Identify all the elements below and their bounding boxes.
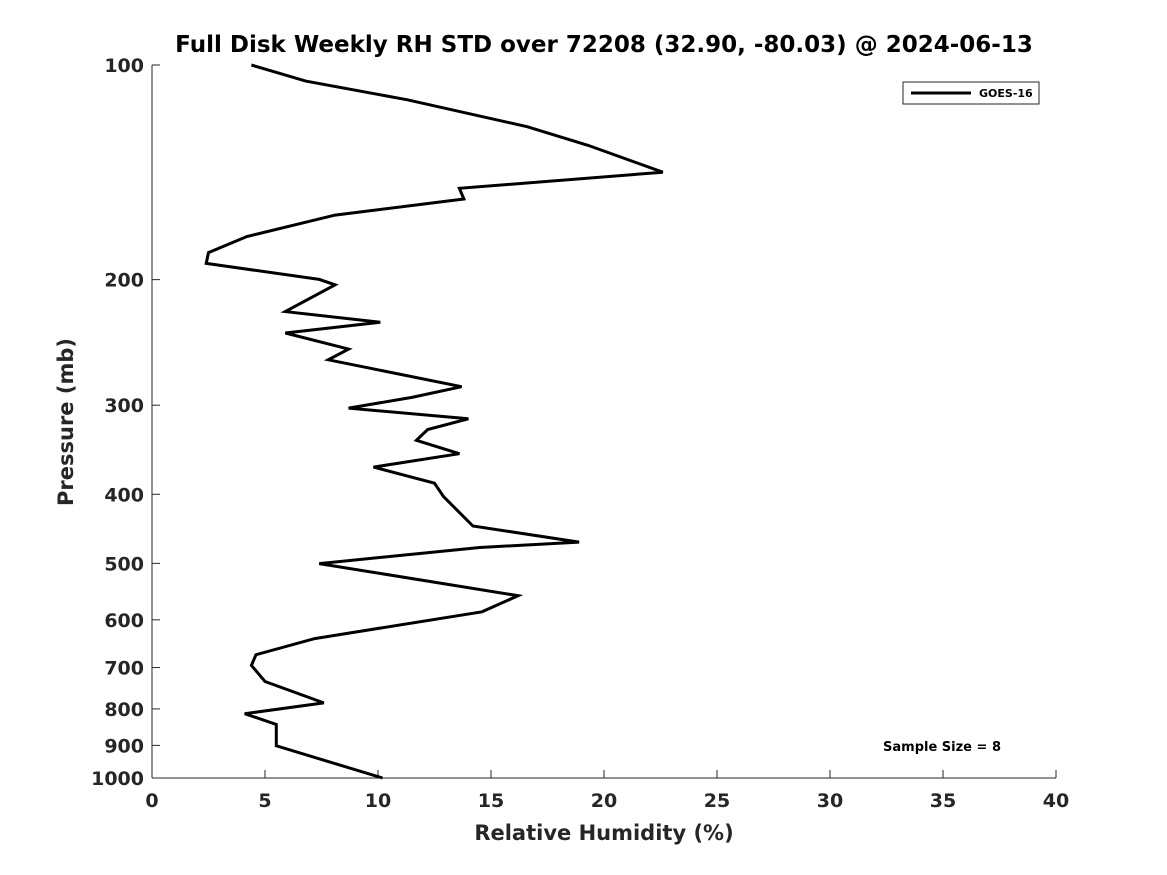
legend: GOES-16	[902, 81, 1040, 105]
x-axis-ticks: 0 5 10 15 20 25 30 35 40	[145, 770, 1069, 812]
y-tick-label: 900	[104, 735, 144, 757]
y-tick-label: 500	[104, 553, 144, 575]
x-tick-label: 30	[817, 790, 843, 812]
y-tick-label: 1000	[91, 768, 144, 790]
x-tick-label: 25	[704, 790, 730, 812]
x-tick-label: 0	[145, 790, 158, 812]
y-tick-label: 700	[104, 658, 144, 680]
x-tick-label: 10	[365, 790, 391, 812]
chart-title: Full Disk Weekly RH STD over 72208 (32.9…	[175, 32, 1033, 58]
sample-size-annotation: Sample Size = 8	[883, 740, 1001, 755]
x-tick-label: 35	[930, 790, 956, 812]
x-tick-label: 40	[1043, 790, 1069, 812]
legend-label-goes-16: GOES-16	[979, 87, 1033, 100]
y-tick-label: 200	[104, 270, 144, 292]
y-tick-label: 400	[104, 484, 144, 506]
x-axis-label: Relative Humidity (%)	[474, 821, 733, 845]
x-tick-label: 20	[591, 790, 617, 812]
y-tick-label: 300	[104, 395, 144, 417]
y-tick-label: 100	[104, 55, 144, 77]
x-tick-label: 5	[258, 790, 271, 812]
y-axis-label: Pressure (mb)	[54, 338, 78, 506]
series-line-0	[204, 63, 664, 780]
series-layer	[204, 63, 664, 780]
y-tick-label: 600	[104, 610, 144, 632]
x-tick-label: 15	[478, 790, 504, 812]
y-tick-label: 800	[104, 699, 144, 721]
y-axis-ticks: 100 200 300 400 500 600 700 800 900 1000	[91, 55, 160, 790]
